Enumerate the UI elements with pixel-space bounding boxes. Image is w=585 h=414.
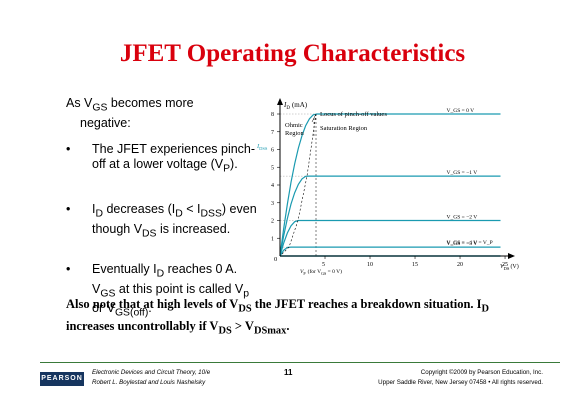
footer-copyright: Copyright ©2009 by Pearson Education, In…	[378, 368, 543, 388]
curve-label: V_GS = −3 V	[447, 241, 478, 247]
bullet-subscript: D	[175, 208, 183, 220]
ohmic-label: Ohmic	[285, 122, 303, 129]
curve-label: V_GS = −4 V = V_P	[447, 240, 493, 246]
bullet-text-part: at this point is called V	[115, 281, 244, 296]
bullet-text-part: I	[92, 202, 96, 216]
y-tick-label: 8	[271, 112, 274, 118]
curve-label: V_GS = −1 V	[447, 170, 478, 176]
curve-label: V_GS = −2 V	[447, 215, 478, 221]
bullet-subscript: GS	[100, 288, 116, 299]
note-subscript: DS	[218, 325, 232, 336]
footer-book-title: Electronic Devices and Circuit Theory, 1…	[92, 369, 211, 376]
bullet-text-part: ).	[230, 157, 238, 171]
y-tick-label: 7	[271, 130, 274, 136]
y-axis-arrow	[277, 98, 283, 105]
x-tick-label: 5	[322, 262, 325, 268]
drain-curve	[279, 246, 501, 257]
publisher-logo: PEARSON	[40, 372, 84, 386]
y-tick-label: 4	[271, 183, 274, 189]
lead-subscript: GS	[92, 102, 108, 114]
y-tick-label: 3	[271, 201, 274, 207]
jfet-characteristics-figure: 5 10 15 20 25 1 2 3 4 5 6 7 8 ID (mA) IDSS Locus of p…	[256, 98, 519, 276]
drain-curves	[279, 113, 501, 257]
bullet-text: ID decreases (ID < IDSS) even though VDS…	[92, 202, 262, 241]
lead-text-line2: negative:	[80, 115, 131, 130]
footer-copyright-line2: Upper Saddle River, New Jersey 07458 • A…	[378, 379, 543, 386]
bullet-text-part: ) even though V	[92, 202, 257, 236]
note-subscript: DSmax	[253, 325, 287, 336]
drain-curve	[279, 175, 501, 257]
x-axis-arrow	[508, 253, 515, 259]
bullet-text-part: Eventually I	[92, 262, 157, 276]
page-number: 11	[284, 368, 293, 377]
lead-text-part: As V	[66, 96, 93, 110]
lead-text-part: becomes more	[107, 96, 194, 110]
x-tick-label: 25	[502, 262, 508, 268]
curve-label: V_GS = 0 V	[447, 108, 475, 114]
y-tick-label: 2	[271, 219, 274, 225]
bullet-subscript: D	[95, 208, 103, 220]
drain-curve	[279, 219, 501, 257]
saturation-label: Saturation Region	[320, 125, 368, 132]
bullet-dot: •	[66, 262, 71, 276]
ohmic-label-2: Region	[285, 130, 305, 137]
bullet-text: Eventually ID reaches 0 A. VGS at this p…	[92, 262, 262, 321]
footer-divider	[40, 362, 560, 363]
note-part: .	[286, 318, 290, 333]
locus-label: Locus of pinch-off values	[320, 111, 387, 118]
pinch-off-locus	[279, 113, 317, 257]
bullet-text-part: reaches 0 A. V	[92, 262, 238, 296]
bullet-subscript: GS(off)	[114, 307, 149, 319]
y-axis-label: ID (mA)	[283, 101, 308, 111]
curve-labels: V_GS = 0 V V_GS = −1 V V_GS = −2 V V_GS = −…	[447, 108, 493, 247]
y-tick-label: 5	[271, 165, 274, 171]
bullet-text-part: is increased.	[156, 221, 231, 236]
origin-label: 0	[274, 256, 277, 263]
footer-copyright-line1: Copyright ©2009 by Pearson Education, In…	[420, 369, 543, 376]
bullet-subscript: DS	[142, 228, 157, 239]
vp-label: VP (for VGS = 0 V)	[300, 268, 342, 276]
x-axis-label: VDS(V)	[500, 263, 519, 271]
breakdown-note: Also note that at high levels of VDS the…	[66, 296, 566, 339]
x-tick-label: 10	[367, 262, 373, 268]
note-part: the JFET reaches a breakdown situation. …	[251, 297, 482, 311]
bullet-subscript: p	[243, 288, 250, 299]
footer-authors: Robert L. Boylestad and Louis Nashelsky	[92, 379, 206, 386]
bullet-text-part: The JFET experiences pinch-off at a lowe…	[92, 142, 256, 171]
note-part: > V	[231, 318, 254, 333]
y-tick-label: 1	[271, 236, 274, 242]
bullet-dot: •	[66, 142, 71, 156]
bullet-text-part: decreases (I	[103, 202, 176, 216]
x-tick-label: 15	[412, 262, 418, 268]
bullet-text-part: < I	[182, 202, 201, 216]
drain-curve	[279, 113, 501, 257]
lead-text: As VGS becomes more negative:	[66, 96, 194, 131]
x-tick-label: 20	[457, 262, 463, 268]
idss-label: IDSS	[256, 143, 268, 151]
y-tick-label: 6	[271, 148, 274, 154]
bullet-text: The JFET experiences pinch-off at a lowe…	[92, 142, 262, 177]
bullet-subscript: D	[156, 268, 165, 280]
bullet-text-part: or V	[92, 301, 115, 315]
bullet-text-part: .	[148, 301, 152, 315]
slide-title: JFET Operating Characteristics	[119, 40, 466, 67]
note-subscript: D	[481, 303, 490, 315]
bullet-dot: •	[66, 202, 71, 216]
note-subscript: DS	[238, 303, 252, 315]
footer-book-info: Electronic Devices and Circuit Theory, 1…	[92, 368, 210, 388]
note-part: Also note that at high levels of V	[66, 297, 239, 311]
bullet-subscript: P	[223, 163, 231, 175]
bullet-subscript: DSS	[200, 208, 222, 220]
note-part: increases uncontrollably if V	[66, 318, 219, 333]
